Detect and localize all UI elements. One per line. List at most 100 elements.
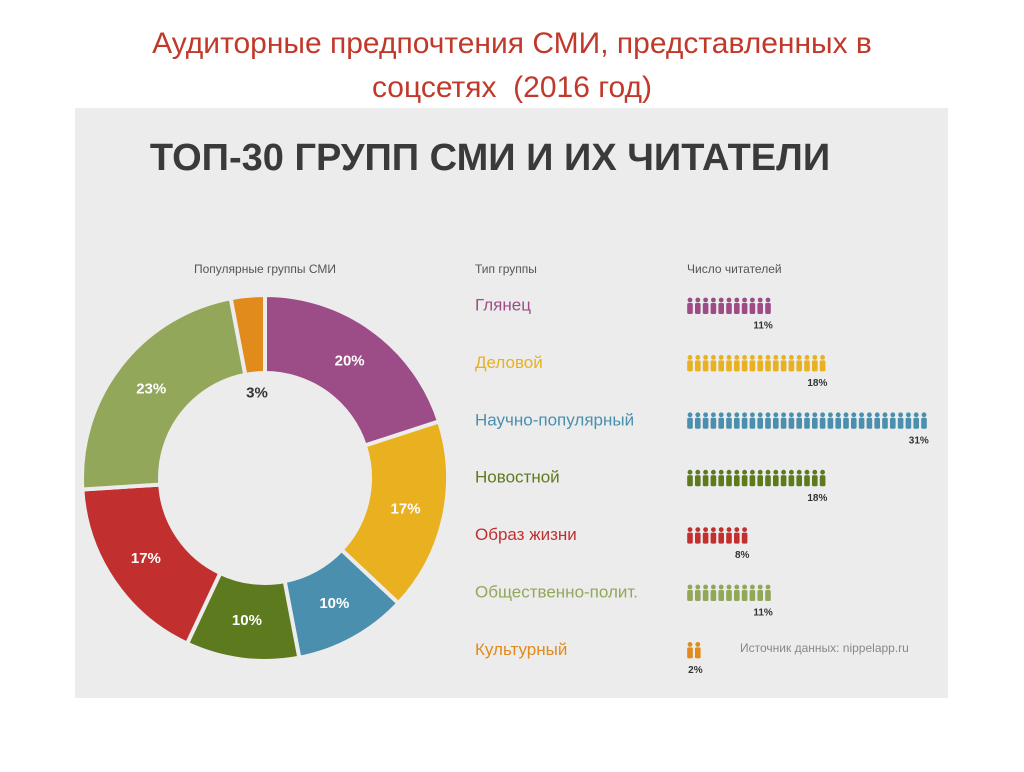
person-icon-body — [734, 590, 740, 601]
person-icon-body — [702, 475, 709, 487]
person-icon-head — [789, 355, 794, 360]
person-icon-body — [788, 417, 795, 429]
person-icon-body — [718, 532, 724, 544]
pictogram-bar — [687, 584, 771, 601]
person-icon-body — [773, 360, 779, 372]
person-icon-body — [687, 303, 693, 314]
pictogram-bar — [687, 355, 826, 372]
person-icon-head — [750, 469, 755, 475]
pie-label: 3% — [246, 384, 268, 401]
person-icon-body — [687, 360, 693, 372]
person-icon-head — [765, 469, 771, 475]
person-icon-body — [749, 475, 756, 487]
person-icon-body — [726, 360, 732, 372]
person-icon-head — [703, 412, 708, 418]
person-icon-body — [702, 532, 709, 544]
person-icon-body — [819, 475, 826, 487]
person-icon-body — [812, 417, 818, 429]
person-icon-head — [773, 469, 779, 475]
person-icon-head — [726, 527, 732, 532]
category-label: Культурный — [475, 640, 567, 659]
person-icon-head — [820, 412, 825, 418]
person-icon-head — [711, 412, 716, 418]
person-icon-head — [742, 355, 747, 360]
person-icon-body — [773, 475, 779, 487]
person-icon-body — [710, 532, 717, 544]
person-icon-body — [718, 360, 724, 372]
infographic-title: ТОП-30 ГРУПП СМИ И ИХ ЧИТАТЕЛИ — [150, 137, 830, 179]
person-icon-body — [812, 360, 818, 372]
category-label: Новостной — [475, 468, 560, 487]
person-icon-body — [741, 417, 748, 429]
person-icon-body — [710, 417, 717, 429]
person-icon-body — [741, 303, 748, 314]
person-icon-body — [827, 417, 834, 429]
person-icon-body — [788, 475, 795, 487]
category-label: Деловой — [475, 353, 543, 372]
person-icon-body — [687, 590, 693, 601]
person-icon-body — [702, 303, 709, 314]
person-icon-head — [812, 412, 818, 418]
person-icon-head — [789, 412, 794, 418]
person-icon-head — [898, 412, 903, 418]
person-icon-body — [835, 417, 841, 429]
person-icon-body — [757, 590, 763, 601]
person-icon-body — [757, 475, 763, 487]
person-icon-head — [718, 297, 724, 303]
person-icon-head — [843, 412, 849, 418]
person-icon-body — [687, 647, 693, 659]
person-icon-body — [866, 417, 873, 429]
person-icon-head — [757, 469, 763, 475]
person-icon-body — [695, 647, 701, 659]
person-icon-body — [702, 417, 709, 429]
person-icon-head — [695, 527, 701, 532]
person-icon-head — [695, 355, 701, 360]
person-icon-head — [695, 469, 701, 475]
person-icon-head — [742, 297, 747, 303]
person-icon-body — [710, 590, 717, 601]
person-icon-head — [812, 355, 818, 360]
person-icon-body — [749, 303, 756, 314]
person-icon-head — [687, 297, 693, 303]
person-icon-head — [750, 584, 755, 590]
person-icon-body — [757, 303, 763, 314]
person-icon-head — [711, 527, 716, 532]
value-label: 8% — [735, 550, 750, 561]
label-header: Тип группы — [475, 262, 537, 276]
person-icon-head — [742, 469, 747, 475]
person-icon-body — [741, 532, 748, 544]
person-icon-body — [695, 590, 701, 601]
person-icon-body — [710, 475, 717, 487]
person-icon-body — [687, 417, 693, 429]
person-icon-body — [874, 417, 880, 429]
value-label: 18% — [807, 378, 827, 389]
person-icon-head — [734, 469, 740, 475]
person-icon-head — [882, 412, 888, 418]
person-icon-head — [687, 412, 693, 418]
category-label: Общественно-полит. — [475, 582, 638, 601]
person-icon-body — [757, 417, 763, 429]
value-label: 18% — [807, 493, 827, 504]
person-icon-head — [874, 412, 880, 418]
person-icon-body — [687, 532, 693, 544]
person-icon-head — [726, 412, 732, 418]
person-icon-head — [726, 355, 732, 360]
source: Источник данных: nippelapp.ru — [740, 641, 909, 655]
person-icon-head — [726, 297, 732, 303]
value-label: 2% — [688, 665, 703, 676]
person-icon-body — [804, 417, 810, 429]
person-icon-head — [757, 355, 763, 360]
person-icon-body — [695, 532, 701, 544]
person-icon-head — [742, 412, 747, 418]
person-icon-head — [757, 584, 763, 590]
person-icon-head — [750, 297, 755, 303]
person-icon-head — [789, 469, 794, 475]
person-icon-body — [718, 475, 724, 487]
slide-title: Аудиторные предпочтения СМИ, представлен… — [152, 27, 872, 104]
category-label: Образ жизни — [475, 525, 577, 544]
person-icon-body — [819, 360, 826, 372]
person-icon-body — [741, 475, 748, 487]
person-icon-body — [726, 532, 732, 544]
person-icon-body — [734, 417, 740, 429]
